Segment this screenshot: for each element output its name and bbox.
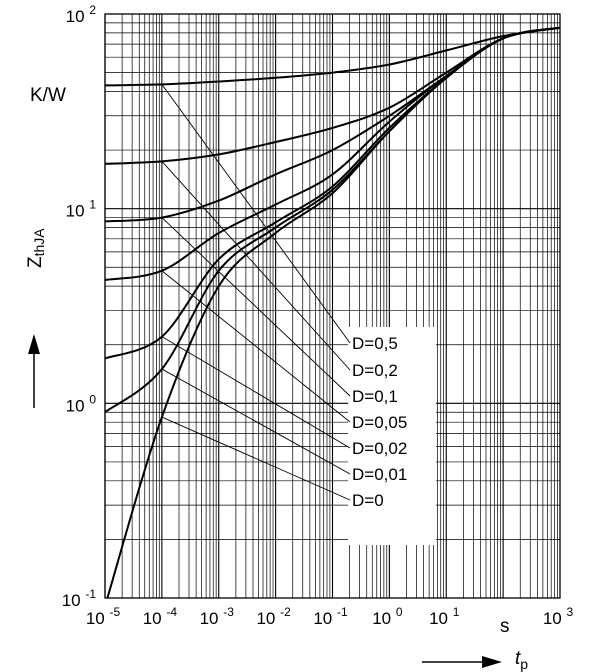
y-tick-labels: 10 -1 10 0 10 1 10 2 xyxy=(62,3,97,610)
x-tick-labels: 10 -5 10 -4 10 -3 10 -2 10 -1 10 0 10 1 10 3 xyxy=(86,605,574,628)
legend-label: D=0,1 xyxy=(352,387,398,406)
legend-label: D=0,5 xyxy=(352,334,398,353)
x-tick-label: 10 -4 xyxy=(143,605,178,628)
legend-leader-line xyxy=(161,368,351,475)
series-curves xyxy=(104,26,561,599)
x-tick-label: 10 1 xyxy=(429,605,460,628)
grid xyxy=(104,13,561,599)
x-tick-label: 10 3 xyxy=(543,605,574,628)
legend-leader-lines xyxy=(161,84,351,501)
legend-label: D=0,02 xyxy=(352,439,407,458)
y-tick-label: 10 2 xyxy=(66,3,97,26)
x-tick-label: 10 0 xyxy=(372,605,403,628)
y-tick-label: 10 1 xyxy=(66,198,97,221)
x-tick-label: 10 -1 xyxy=(313,605,348,628)
legend-leader-line xyxy=(161,336,351,449)
legend: D=0,5 D=0,2 D=0,1 D=0,05 D=0,02 D=0,01 D=0 xyxy=(352,334,407,510)
y-axis-label: ZthJA xyxy=(25,228,47,268)
x-tick-label: 10 -2 xyxy=(256,605,291,628)
legend-leader-line xyxy=(161,416,351,501)
plot-frame xyxy=(104,13,561,599)
series-line xyxy=(104,26,561,87)
y-axis-arrow xyxy=(28,334,40,408)
legend-label: D=0,01 xyxy=(352,465,407,484)
y-tick-label: 10 -1 xyxy=(62,587,97,610)
legend-label: D=0 xyxy=(352,491,384,510)
x-tick-label: 10 -3 xyxy=(200,605,235,628)
x-axis-label: tp xyxy=(515,648,528,672)
x-tick-label: 10 -5 xyxy=(86,605,121,628)
y-tick-label: 10 0 xyxy=(66,392,97,415)
legend-leader-line xyxy=(161,217,351,397)
x-unit-label: s xyxy=(500,616,510,637)
legend-label: D=0,05 xyxy=(352,413,407,432)
legend-background xyxy=(348,327,436,545)
x-axis-arrow xyxy=(422,656,502,668)
series-line xyxy=(106,26,561,599)
legend-leader-line xyxy=(161,161,351,371)
y-unit-label: K/W xyxy=(30,85,66,106)
legend-label: D=0,2 xyxy=(352,361,398,380)
